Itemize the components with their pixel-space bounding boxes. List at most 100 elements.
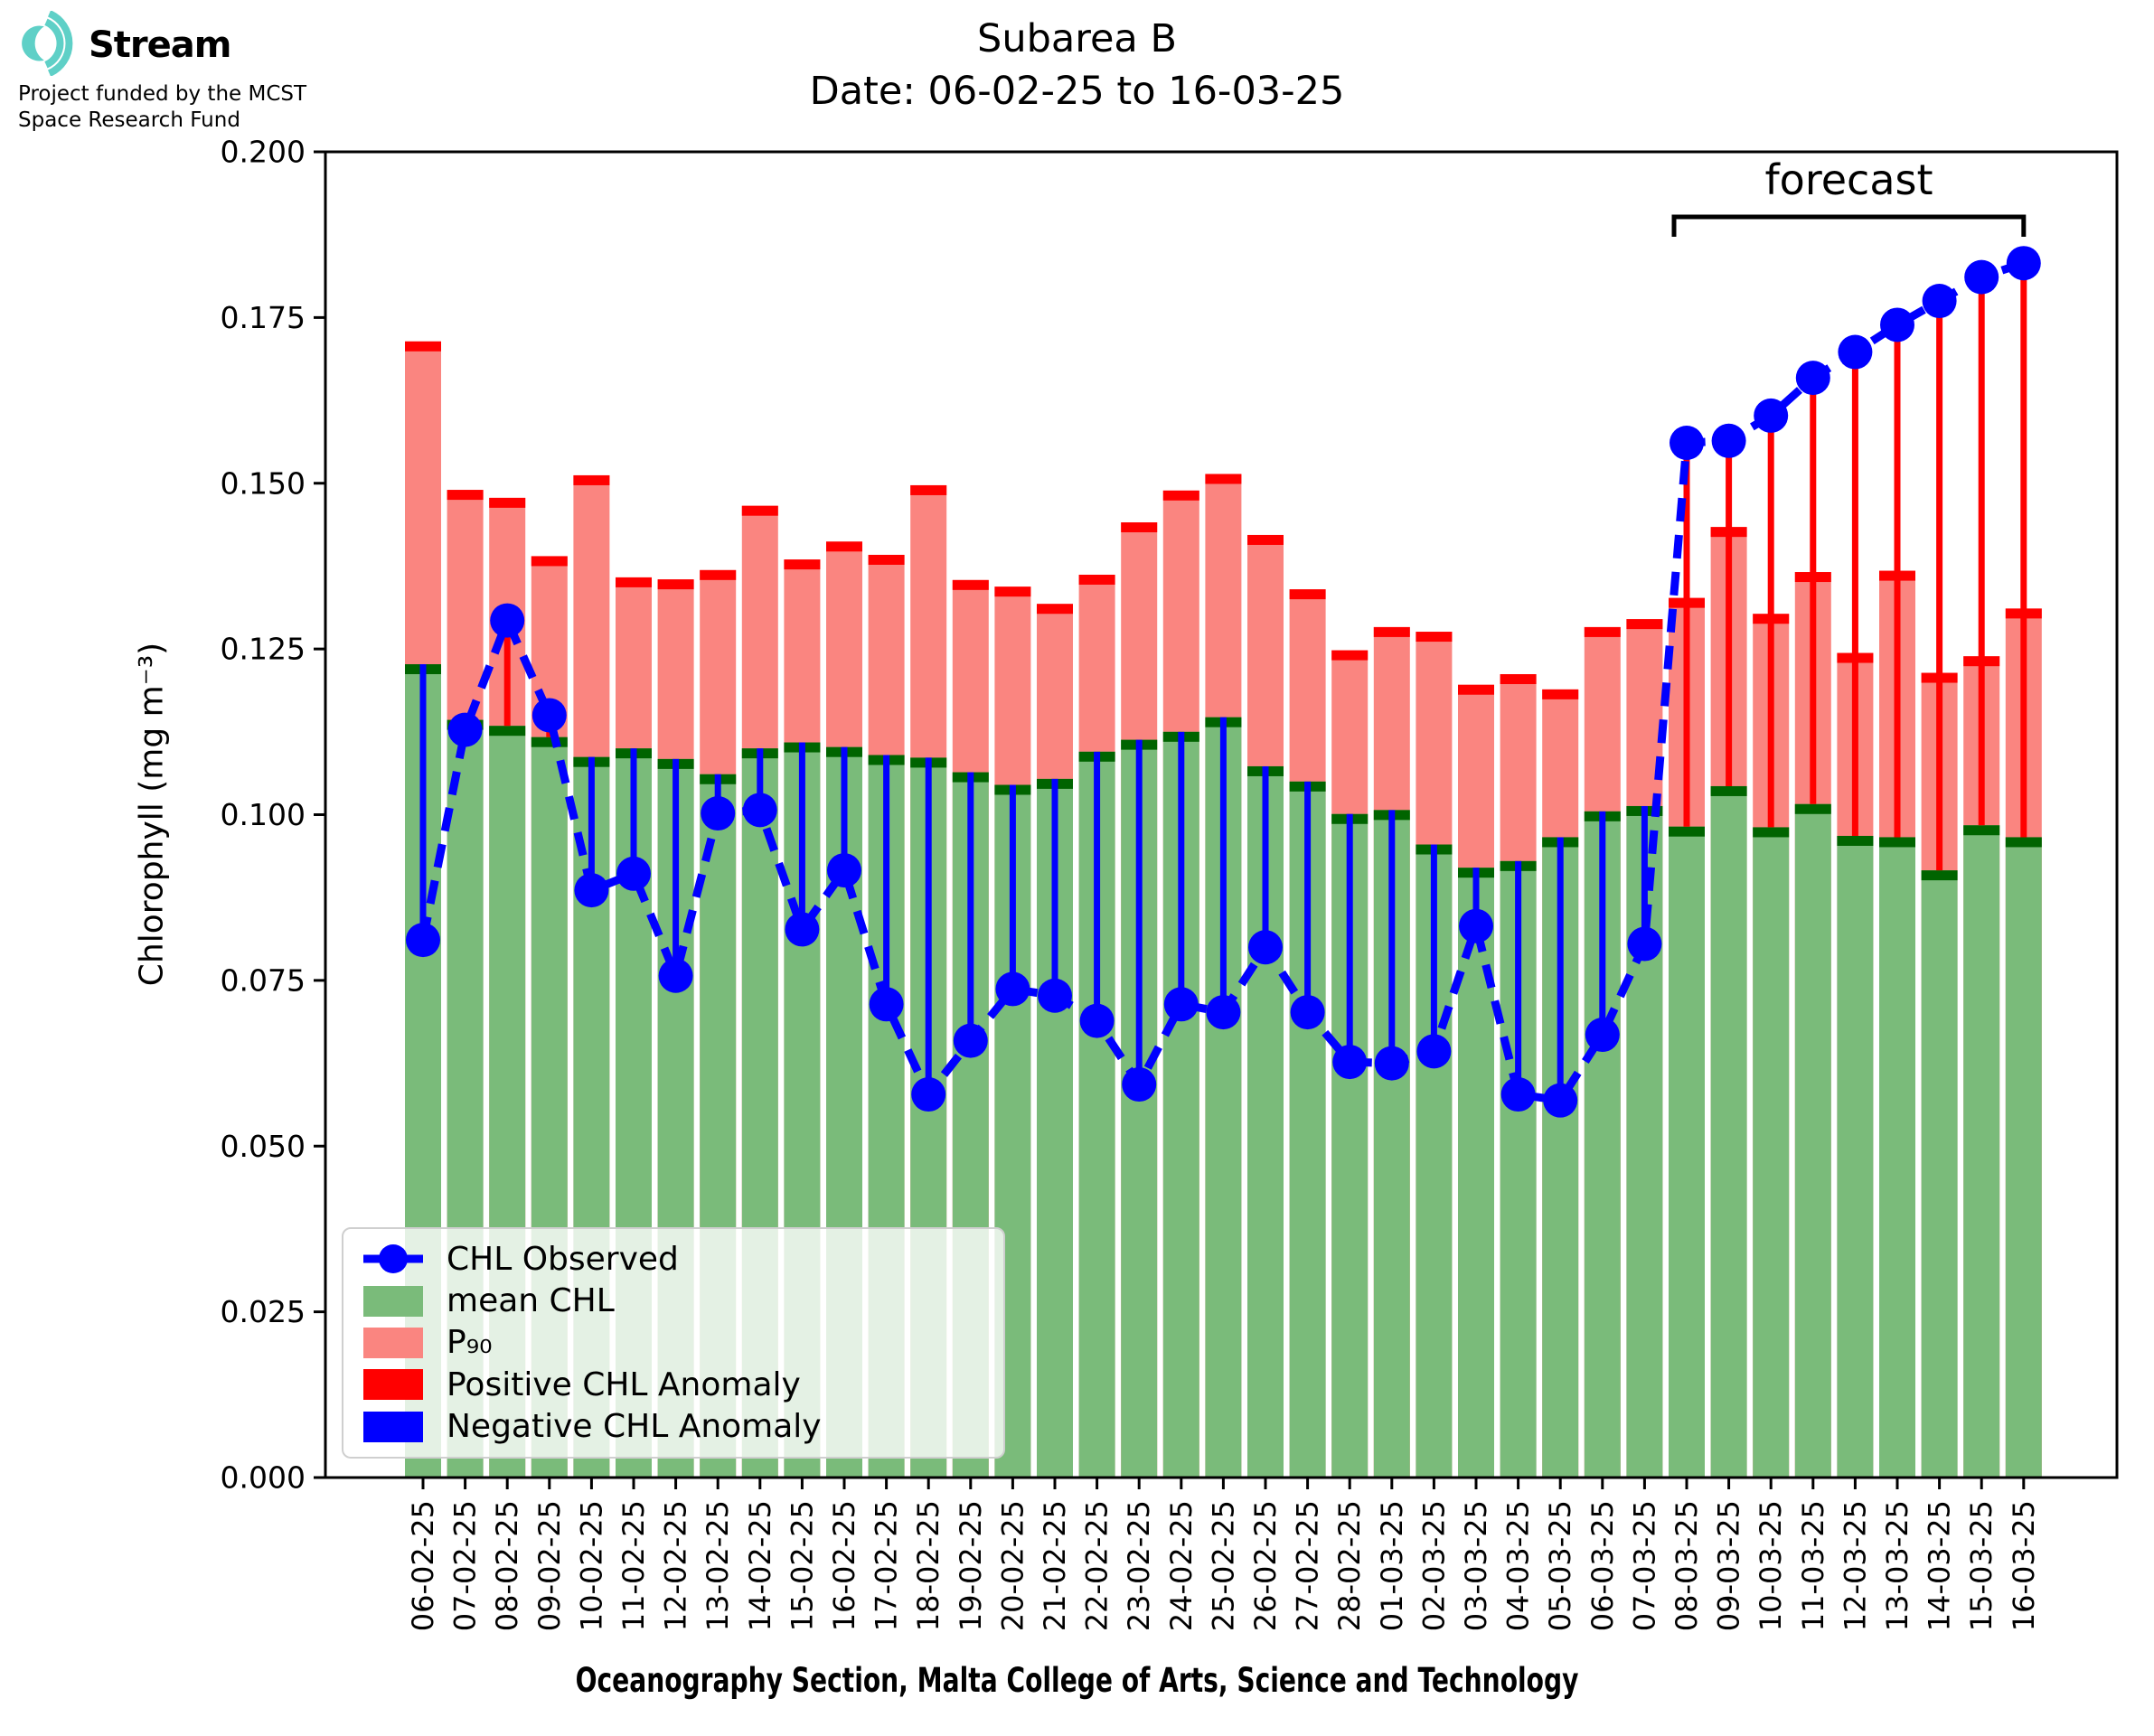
p90-bar-cap	[1162, 490, 1199, 501]
mean-bar	[1458, 868, 1494, 1478]
legend-label: CHL Observed	[447, 1240, 679, 1278]
legend-patch-salmon	[363, 1327, 423, 1358]
x-axis-tick-label: 23-02-25	[1122, 1500, 1156, 1631]
observed-dot	[1374, 1046, 1409, 1081]
chart-title: Subarea B Date: 06-02-25 to 16-03-25	[0, 13, 2154, 117]
p90-bar-cap	[1205, 474, 1242, 484]
mean-bar-cap	[2005, 837, 2042, 848]
p90-bar-cap	[1247, 534, 1284, 545]
y-axis-tick-label: 0.075	[221, 962, 306, 998]
p90-bar-cap	[1331, 650, 1369, 661]
p90-bar-cap	[1416, 632, 1453, 643]
legend-label: Positive CHL Anomaly	[447, 1365, 801, 1403]
observed-dot	[827, 853, 861, 888]
x-axis-tick-label: 21-02-25	[1038, 1500, 1072, 1631]
x-axis-tick-label: 24-02-25	[1164, 1500, 1199, 1631]
observed-dot	[616, 856, 651, 891]
observed-dot	[1922, 284, 1957, 319]
sound-wave-icon	[18, 10, 83, 80]
x-axis-tick-label: 16-02-25	[827, 1500, 861, 1631]
y-axis-tick-label: 0.000	[221, 1460, 306, 1496]
y-axis-tick-label: 0.125	[221, 632, 306, 667]
p90-bar-cap	[700, 569, 737, 580]
x-axis-tick-label: 13-02-25	[701, 1500, 735, 1631]
mean-bar-cap	[1669, 826, 1705, 837]
p90-bar-cap	[616, 577, 652, 587]
x-axis-tick-label: 05-03-25	[1543, 1500, 1577, 1631]
x-axis-tick-label: 08-03-25	[1670, 1500, 1704, 1631]
observed-dot	[574, 873, 609, 908]
observed-dot	[1754, 398, 1789, 433]
p90-bar-cap	[1121, 522, 1158, 533]
observed-dot	[1964, 259, 1999, 295]
chart-title-line2: Date: 06-02-25 to 16-03-25	[809, 69, 1345, 115]
p90-bar-cap	[952, 579, 989, 590]
x-axis-tick-label: 11-03-25	[1796, 1500, 1830, 1631]
x-axis-tick-label: 09-03-25	[1712, 1500, 1746, 1631]
mean-bar-cap	[1921, 870, 1958, 881]
observed-dot	[1711, 423, 1746, 458]
x-axis-tick-label: 22-02-25	[1080, 1500, 1115, 1631]
x-axis-tick-label: 14-02-25	[743, 1500, 777, 1631]
x-axis-tick-label: 19-02-25	[954, 1500, 988, 1631]
observed-dot	[1543, 1083, 1578, 1118]
observed-dot	[1038, 978, 1072, 1013]
p90-bar-cap	[1458, 684, 1494, 695]
observed-dot	[953, 1023, 988, 1058]
x-axis-tick-label: 07-03-25	[1627, 1500, 1661, 1631]
mean-bar	[2005, 837, 2042, 1478]
logo-funding-line2: Space Research Fund	[18, 108, 240, 132]
mean-bar-cap	[1794, 803, 1831, 814]
x-axis-tick-label: 12-02-25	[659, 1500, 693, 1631]
p90-bar-cap	[531, 556, 568, 567]
observed-dot	[1585, 1018, 1620, 1053]
legend-label: Negative CHL Anomaly	[447, 1408, 822, 1446]
legend-entry-observed: CHL Observed	[363, 1241, 994, 1278]
x-axis-tick-label: 02-03-25	[1416, 1500, 1451, 1631]
observed-dot	[785, 912, 820, 947]
p90-bar-cap	[868, 554, 905, 565]
mean-bar	[1794, 803, 1831, 1478]
p90-bar-cap	[1542, 689, 1579, 699]
logo-funding-line1: Project funded by the MCST	[18, 82, 307, 106]
mean-bar	[1753, 827, 1790, 1478]
x-axis-caption: Oceanography Section, Malta College of A…	[575, 1661, 1579, 1700]
observed-dot	[701, 796, 736, 831]
observed-dot	[1670, 426, 1704, 461]
observed-dot	[995, 971, 1030, 1007]
y-axis-tick-label: 0.175	[221, 300, 306, 335]
x-axis-tick-label: 17-02-25	[870, 1500, 904, 1631]
observed-dot	[447, 712, 483, 747]
mean-bar	[1879, 837, 1915, 1478]
x-axis-tick-label: 06-03-25	[1585, 1500, 1620, 1631]
legend-line-marker	[363, 1243, 423, 1274]
p90-bar-cap	[784, 559, 821, 570]
observed-dot	[1416, 1034, 1452, 1069]
p90-bar-cap	[447, 490, 484, 501]
y-axis-tick-label: 0.200	[221, 135, 306, 170]
observed-dot	[869, 987, 904, 1022]
observed-dot	[658, 958, 693, 993]
observed-dots-layer	[406, 246, 2041, 1118]
observed-dot	[911, 1077, 946, 1112]
mean-bar-cap	[1879, 837, 1915, 848]
p90-bar-cap	[1037, 604, 1073, 615]
p90-bar-cap	[741, 505, 778, 516]
mean-bar-cap	[1710, 785, 1747, 796]
x-axis-tick-label: 07-02-25	[448, 1500, 483, 1631]
x-axis-tick-label: 12-03-25	[1838, 1500, 1872, 1631]
observed-dot	[490, 603, 525, 638]
x-axis-tick-label: 28-02-25	[1332, 1500, 1367, 1631]
p90-bar-cap	[1289, 589, 1326, 600]
mean-bar	[1710, 785, 1747, 1478]
p90-bar-cap	[1500, 673, 1537, 684]
observed-dot	[1332, 1045, 1368, 1080]
y-axis-tick-label: 0.100	[221, 797, 306, 832]
chart-title-line1: Subarea B	[977, 16, 1177, 61]
x-axis-tick-label: 03-03-25	[1459, 1500, 1493, 1631]
observed-dot	[1206, 995, 1241, 1030]
observed-dot	[2006, 246, 2041, 281]
mean-bar-cap	[531, 737, 568, 747]
x-axis-tick-label: 15-02-25	[785, 1500, 819, 1631]
x-axis-tick-label: 20-02-25	[995, 1500, 1030, 1631]
